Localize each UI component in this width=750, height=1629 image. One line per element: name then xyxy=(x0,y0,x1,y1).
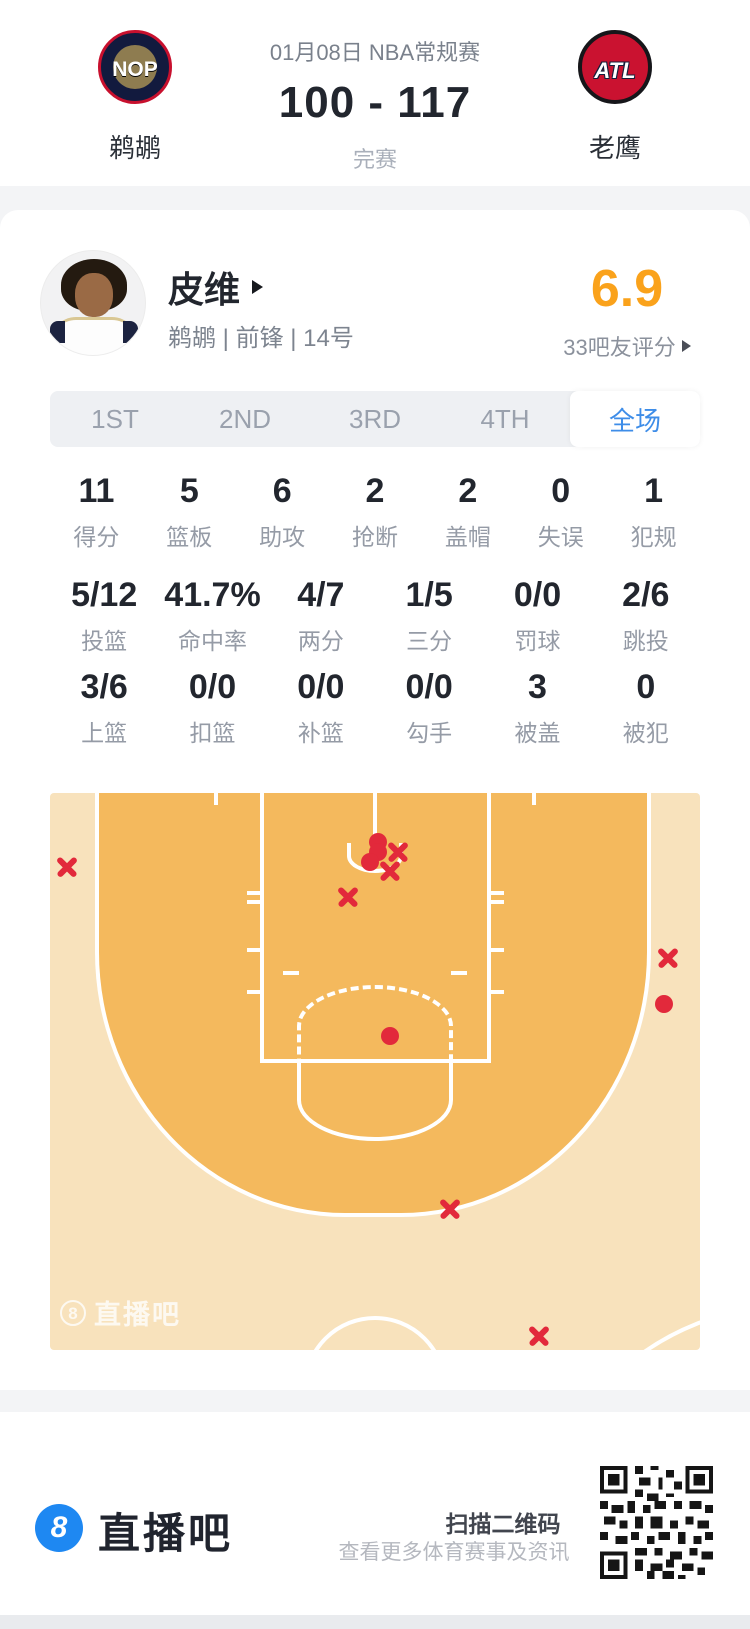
rating-label-row: 33吧友评分 xyxy=(542,330,712,362)
lane-hash xyxy=(491,948,504,952)
stat-fouled: 0 被犯 xyxy=(622,668,669,746)
player-name-row[interactable]: 皮维 xyxy=(168,266,264,310)
stat-jumpshot: 2/6 跳投 xyxy=(622,576,670,654)
baseline-tick-left xyxy=(214,793,218,805)
tab-1st[interactable]: 1ST xyxy=(91,403,139,434)
team-away-logo-icon: ATL xyxy=(578,30,652,104)
team-home-logo-icon: NOP xyxy=(98,30,172,104)
avatar-face xyxy=(75,273,113,317)
footer: 8 直播吧 扫描二维码 查看更多体育赛事及资讯 xyxy=(0,1412,750,1629)
made-shot-marker xyxy=(381,1027,399,1045)
tab-3rd[interactable]: 3RD xyxy=(348,403,401,434)
tab-full-game[interactable]: 全场 xyxy=(570,391,700,447)
ft-circle-side-dash xyxy=(283,971,299,975)
lane-hash xyxy=(491,891,504,895)
expand-arrow-icon xyxy=(252,280,264,294)
match-header: NOP 鹈鹕 01月08日 NBA常规赛 100 - 117 完赛 ATL 老鹰 xyxy=(0,0,750,186)
stat-fg: 5/12 投篮 xyxy=(71,576,138,654)
stats-row-basic: 11 得分 5 篮板 6 助攻 2 抢断 2 盖帽 0 失误 1 犯规 xyxy=(50,472,700,552)
avatar-shoulder-right xyxy=(123,321,138,343)
match-status: 完赛 xyxy=(352,147,397,172)
watermark-text: 直播吧 xyxy=(94,1300,181,1330)
free-throw-circle-solid xyxy=(297,1063,453,1141)
match-score: 100 - 117 xyxy=(278,78,472,127)
far-court-arc xyxy=(534,1304,700,1350)
team-home-name: 鹈鹕 xyxy=(108,133,161,163)
watermark: 8 直播吧 xyxy=(60,1293,181,1332)
player-team-position: 鹈鹕 | 前锋 | 14号 xyxy=(168,325,354,352)
qr-subtitle: 查看更多体育赛事及资讯 xyxy=(338,1541,570,1564)
stat-hook: 0/0 勾手 xyxy=(405,668,453,746)
stat-3pt: 1/5 三分 xyxy=(405,576,453,654)
stat-steals: 2 抢断 xyxy=(352,472,398,550)
player-stats-card: 皮维 鹈鹕 | 前锋 | 14号 6.9 33吧友评分 1ST 2ND 3RD … xyxy=(0,210,750,1390)
center-circle xyxy=(303,1316,447,1350)
quarter-tabbar: 1ST 2ND 3RD 4TH 全场 xyxy=(50,391,700,447)
stat-points: 11 得分 xyxy=(73,472,120,550)
stat-blocks: 2 盖帽 xyxy=(444,472,491,550)
stat-rebounds: 5 篮板 xyxy=(166,472,213,550)
lane-hash xyxy=(247,990,260,994)
tab-2nd[interactable]: 2ND xyxy=(218,403,271,434)
missed-shot-marker xyxy=(438,1197,462,1221)
stat-dunk: 0/0 扣篮 xyxy=(188,668,237,746)
stat-2pt: 4/7 两分 xyxy=(297,576,345,654)
tab-4th[interactable]: 4TH xyxy=(480,403,530,434)
stat-fg-pct: 41.7% 命中率 xyxy=(164,576,261,654)
match-date: 01月08日 NBA常规赛 xyxy=(269,40,481,65)
brand-name: 直播吧 xyxy=(98,1510,234,1557)
player-name: 皮维 xyxy=(168,269,241,310)
stat-putback: 0/0 补篮 xyxy=(297,668,345,746)
qr-code xyxy=(600,1466,713,1579)
zhibo8-logo-icon: 8 xyxy=(35,1504,83,1552)
stat-turnovers: 0 失误 xyxy=(537,472,584,550)
team-away-name: 老鹰 xyxy=(588,133,641,163)
missed-shot-marker xyxy=(336,885,360,909)
stat-ft: 0/0 罚球 xyxy=(513,576,562,654)
lane-hash xyxy=(491,990,504,994)
qr-title: 扫描二维码 xyxy=(445,1511,561,1537)
rating-arrow-icon xyxy=(681,340,691,352)
stat-fouls: 1 犯规 xyxy=(630,472,677,550)
team-away-abbr: ATL xyxy=(594,58,636,83)
lane-hash xyxy=(247,891,260,895)
bottom-strip xyxy=(0,1615,750,1629)
free-throw-circle-dashed xyxy=(297,985,453,1063)
stat-layup: 3/6 上篮 xyxy=(80,668,128,746)
missed-shot-marker xyxy=(527,1324,551,1348)
rating-value: 6.9 xyxy=(590,260,664,318)
player-rating[interactable]: 6.9 33吧友评分 xyxy=(542,262,712,362)
stat-assists: 6 助攻 xyxy=(259,472,306,550)
lane-hash xyxy=(247,948,260,952)
stat-blocked: 3 被盖 xyxy=(514,668,561,746)
stats-row-shot-types: 3/6 上篮 0/0 扣篮 0/0 补篮 0/0 勾手 3 被盖 0 被犯 xyxy=(50,668,700,748)
ft-circle-side-dash xyxy=(451,971,467,975)
watermark-badge-icon: 8 xyxy=(60,1299,86,1326)
lane-hash xyxy=(247,900,260,904)
player-avatar xyxy=(40,250,146,356)
made-shot-marker xyxy=(655,995,673,1013)
made-shot-marker xyxy=(361,853,379,871)
team-home-abbr: NOP xyxy=(112,58,158,81)
avatar-shoulder-left xyxy=(50,321,65,343)
baseline-tick-right xyxy=(532,793,536,805)
shot-chart: 8 直播吧 xyxy=(50,793,700,1350)
team-home: NOP 鹈鹕 xyxy=(70,0,200,163)
lane-hash xyxy=(491,900,504,904)
rating-label: 33吧友评分 xyxy=(563,335,676,360)
missed-shot-marker xyxy=(378,859,402,883)
stats-row-shooting: 5/12 投篮 41.7% 命中率 4/7 两分 1/5 三分 0/0 罚球 2/6 跳投 xyxy=(50,576,700,656)
nop-basketball-shape xyxy=(113,45,157,89)
missed-shot-marker xyxy=(656,946,680,970)
missed-shot-marker xyxy=(55,855,79,879)
team-away: ATL 老鹰 xyxy=(550,0,680,163)
backboard-stem xyxy=(373,793,377,843)
